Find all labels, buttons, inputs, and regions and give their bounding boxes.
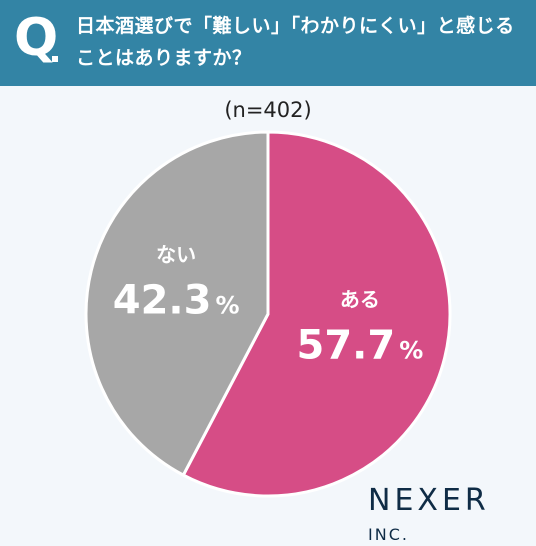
sample-size-label: (n=402)	[224, 98, 312, 122]
pie-slice-yes	[181, 130, 452, 498]
question-text: 日本酒選びで「難しい」「わかりにくい」と感じる ことはありますか？	[76, 10, 528, 74]
q-mark: Q	[14, 8, 59, 68]
slice-value-no: 42.3%	[113, 277, 240, 323]
logo-suffix: INC.	[368, 525, 409, 544]
question-line-2: ことはありますか？	[76, 47, 252, 69]
question-header: Q 日本酒選びで「難しい」「わかりにくい」と感じる ことはありますか？	[0, 0, 536, 86]
nexer-logo: NEXER INC.	[368, 486, 536, 546]
q-dot	[52, 56, 58, 62]
pie-slice-no	[84, 130, 270, 477]
question-line-1: 日本酒選びで「難しい」「わかりにくい」と感じる	[76, 15, 515, 37]
slice-label-no: ない	[156, 242, 196, 266]
slice-value-yes: 57.7%	[297, 323, 424, 369]
logo-name: NEXER	[368, 483, 490, 518]
slice-label-yes: ある	[340, 288, 380, 312]
